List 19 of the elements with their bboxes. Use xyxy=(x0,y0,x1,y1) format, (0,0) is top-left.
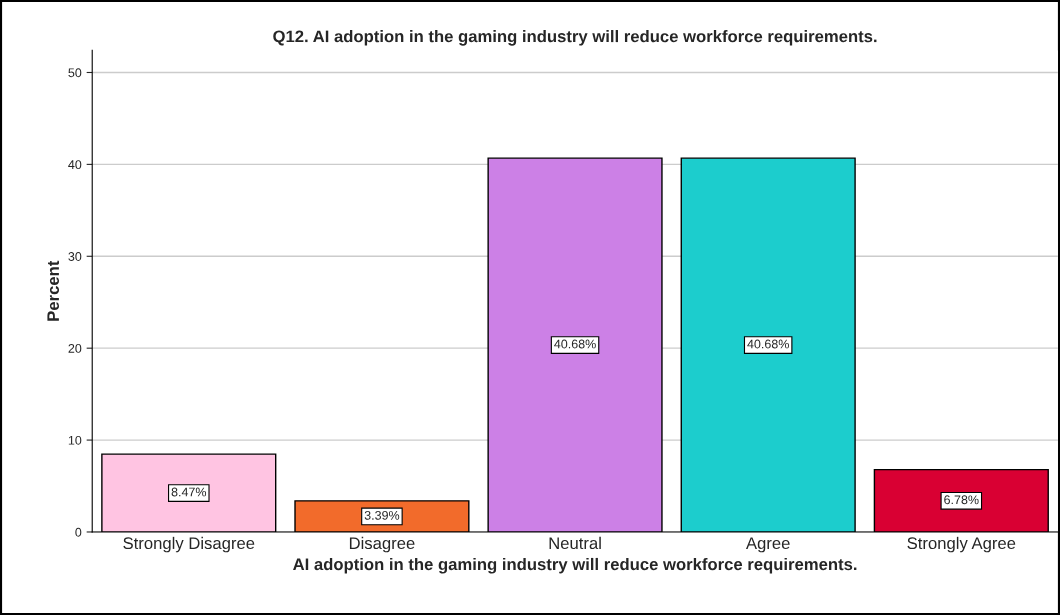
y-tick-label: 40 xyxy=(68,160,82,170)
y-tick-label: 50 xyxy=(68,68,82,78)
y-tick-label: 10 xyxy=(68,435,82,445)
data-label: 6.78% xyxy=(944,495,979,505)
y-tick-label: 30 xyxy=(68,252,82,261)
data-label: 40.68% xyxy=(747,339,789,349)
y-axis-title: Percent xyxy=(47,260,60,321)
data-label: 40.68% xyxy=(554,339,596,349)
x-tick-label: Disagree xyxy=(349,536,415,553)
x-tick-label: Neutral xyxy=(549,536,601,550)
x-tick-label: Agree xyxy=(745,537,790,553)
chart-title: Q12. AI adoption in the gaming industry will reduce workforce requirements. xyxy=(273,30,877,46)
x-tick-label: Strongly Disagree xyxy=(123,536,255,553)
y-tick-label: 20 xyxy=(68,343,82,353)
data-label: 3.39% xyxy=(364,510,400,520)
x-tick-label: Strongly Agree xyxy=(907,536,1016,553)
x-axis-title: AI adoption in the gaming industry will reduce workforce requirements. xyxy=(293,557,857,574)
y-tick-label: 0 xyxy=(75,527,82,537)
data-label: 8.47% xyxy=(171,487,207,497)
